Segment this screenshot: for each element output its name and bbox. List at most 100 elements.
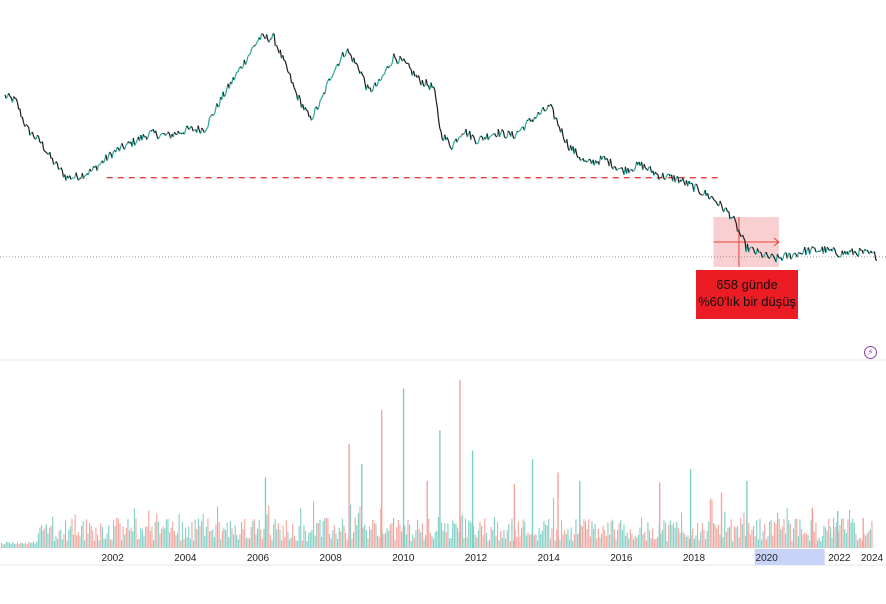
price-segment xyxy=(255,43,256,46)
volume-bar xyxy=(356,525,357,548)
price-segment xyxy=(726,208,727,212)
price-segment xyxy=(426,79,427,85)
lightning-icon[interactable]: ⚡ xyxy=(864,346,877,359)
volume-bar xyxy=(153,540,154,548)
price-segment xyxy=(472,135,473,136)
volume-bar xyxy=(801,529,802,548)
price-segment xyxy=(321,96,322,99)
volume-bar xyxy=(195,520,196,548)
volume-bar xyxy=(15,544,16,548)
volume-bar xyxy=(33,542,34,548)
price-segment xyxy=(320,99,321,101)
volume-bar xyxy=(500,531,501,548)
price-segment xyxy=(148,132,149,136)
volume-bar xyxy=(379,537,380,548)
volume-bar xyxy=(620,520,621,548)
volume-bar xyxy=(807,535,808,548)
price-segment xyxy=(16,99,17,103)
price-segment xyxy=(272,34,273,39)
price-segment xyxy=(694,184,695,192)
price-segment xyxy=(224,95,225,97)
volume-bar xyxy=(755,536,756,548)
volume-bar xyxy=(756,520,757,548)
volume-bar xyxy=(59,531,60,548)
volume-bar xyxy=(225,530,226,548)
volume-bar xyxy=(286,520,287,548)
volume-bar xyxy=(628,538,629,548)
volume-bar xyxy=(118,519,119,548)
volume-bars xyxy=(0,360,886,565)
price-segment xyxy=(283,55,284,60)
volume-bar xyxy=(228,537,229,548)
price-segment xyxy=(299,95,300,99)
volume-bar xyxy=(631,534,632,548)
price-segment xyxy=(478,138,479,143)
volume-bar xyxy=(507,530,508,548)
volume-bar xyxy=(535,535,536,548)
volume-bar xyxy=(281,541,282,549)
price-segment xyxy=(100,163,101,165)
volume-bar xyxy=(198,519,199,548)
volume-bar xyxy=(347,539,348,548)
volume-bar xyxy=(62,540,63,548)
price-segment xyxy=(208,118,209,126)
volume-bar xyxy=(340,532,341,549)
volume-bar xyxy=(318,523,319,548)
volume-bar xyxy=(212,529,213,548)
volume-bar xyxy=(188,527,189,549)
price-segment xyxy=(364,77,365,84)
volume-bar xyxy=(206,527,207,548)
volume-bar xyxy=(81,526,82,548)
price-segment xyxy=(457,139,458,143)
volume-bar xyxy=(847,520,848,549)
price-segment xyxy=(784,253,785,256)
volume-bar xyxy=(126,528,127,548)
volume-bar xyxy=(1,543,2,548)
volume-bar xyxy=(678,528,679,548)
price-segment xyxy=(147,136,148,140)
volume-spike xyxy=(837,511,838,548)
price-segment xyxy=(344,56,345,57)
price-segment xyxy=(667,174,668,176)
volume-bar xyxy=(559,540,560,548)
volume-bar xyxy=(211,531,212,548)
volume-bar xyxy=(415,530,416,548)
price-segment xyxy=(333,72,334,76)
volume-bar xyxy=(518,522,519,548)
volume-bar xyxy=(167,519,168,548)
volume-bar xyxy=(575,519,576,548)
price-segment xyxy=(633,170,634,171)
price-segment xyxy=(833,248,834,249)
price-segment xyxy=(350,54,351,57)
volume-bar xyxy=(57,539,58,548)
price-segment xyxy=(330,78,331,81)
price-segment xyxy=(314,108,315,116)
price-segment xyxy=(622,167,623,170)
volume-bar xyxy=(686,537,687,548)
price-segment xyxy=(450,146,451,149)
price-segment xyxy=(556,118,557,120)
price-segment xyxy=(204,131,205,133)
volume-bar xyxy=(222,531,223,548)
price-segment xyxy=(125,145,126,149)
volume-bar xyxy=(831,537,832,548)
volume-bar xyxy=(102,527,103,548)
volume-bar xyxy=(363,528,364,548)
price-segment xyxy=(634,168,635,170)
volume-bar xyxy=(54,541,55,548)
volume-bar xyxy=(385,533,386,548)
volume-bar xyxy=(499,540,500,548)
volume-bar xyxy=(70,526,71,548)
volume-bar xyxy=(843,519,844,549)
price-segment xyxy=(490,136,491,137)
price-segment xyxy=(516,131,517,135)
volume-bar xyxy=(811,520,812,548)
volume-bar xyxy=(452,521,453,548)
volume-bar xyxy=(401,532,402,548)
volume-bar xyxy=(854,523,855,548)
price-segment xyxy=(389,66,390,68)
price-segment xyxy=(875,252,876,260)
volume-bar xyxy=(4,544,5,548)
price-segment xyxy=(806,249,807,255)
volume-bar xyxy=(331,539,332,549)
